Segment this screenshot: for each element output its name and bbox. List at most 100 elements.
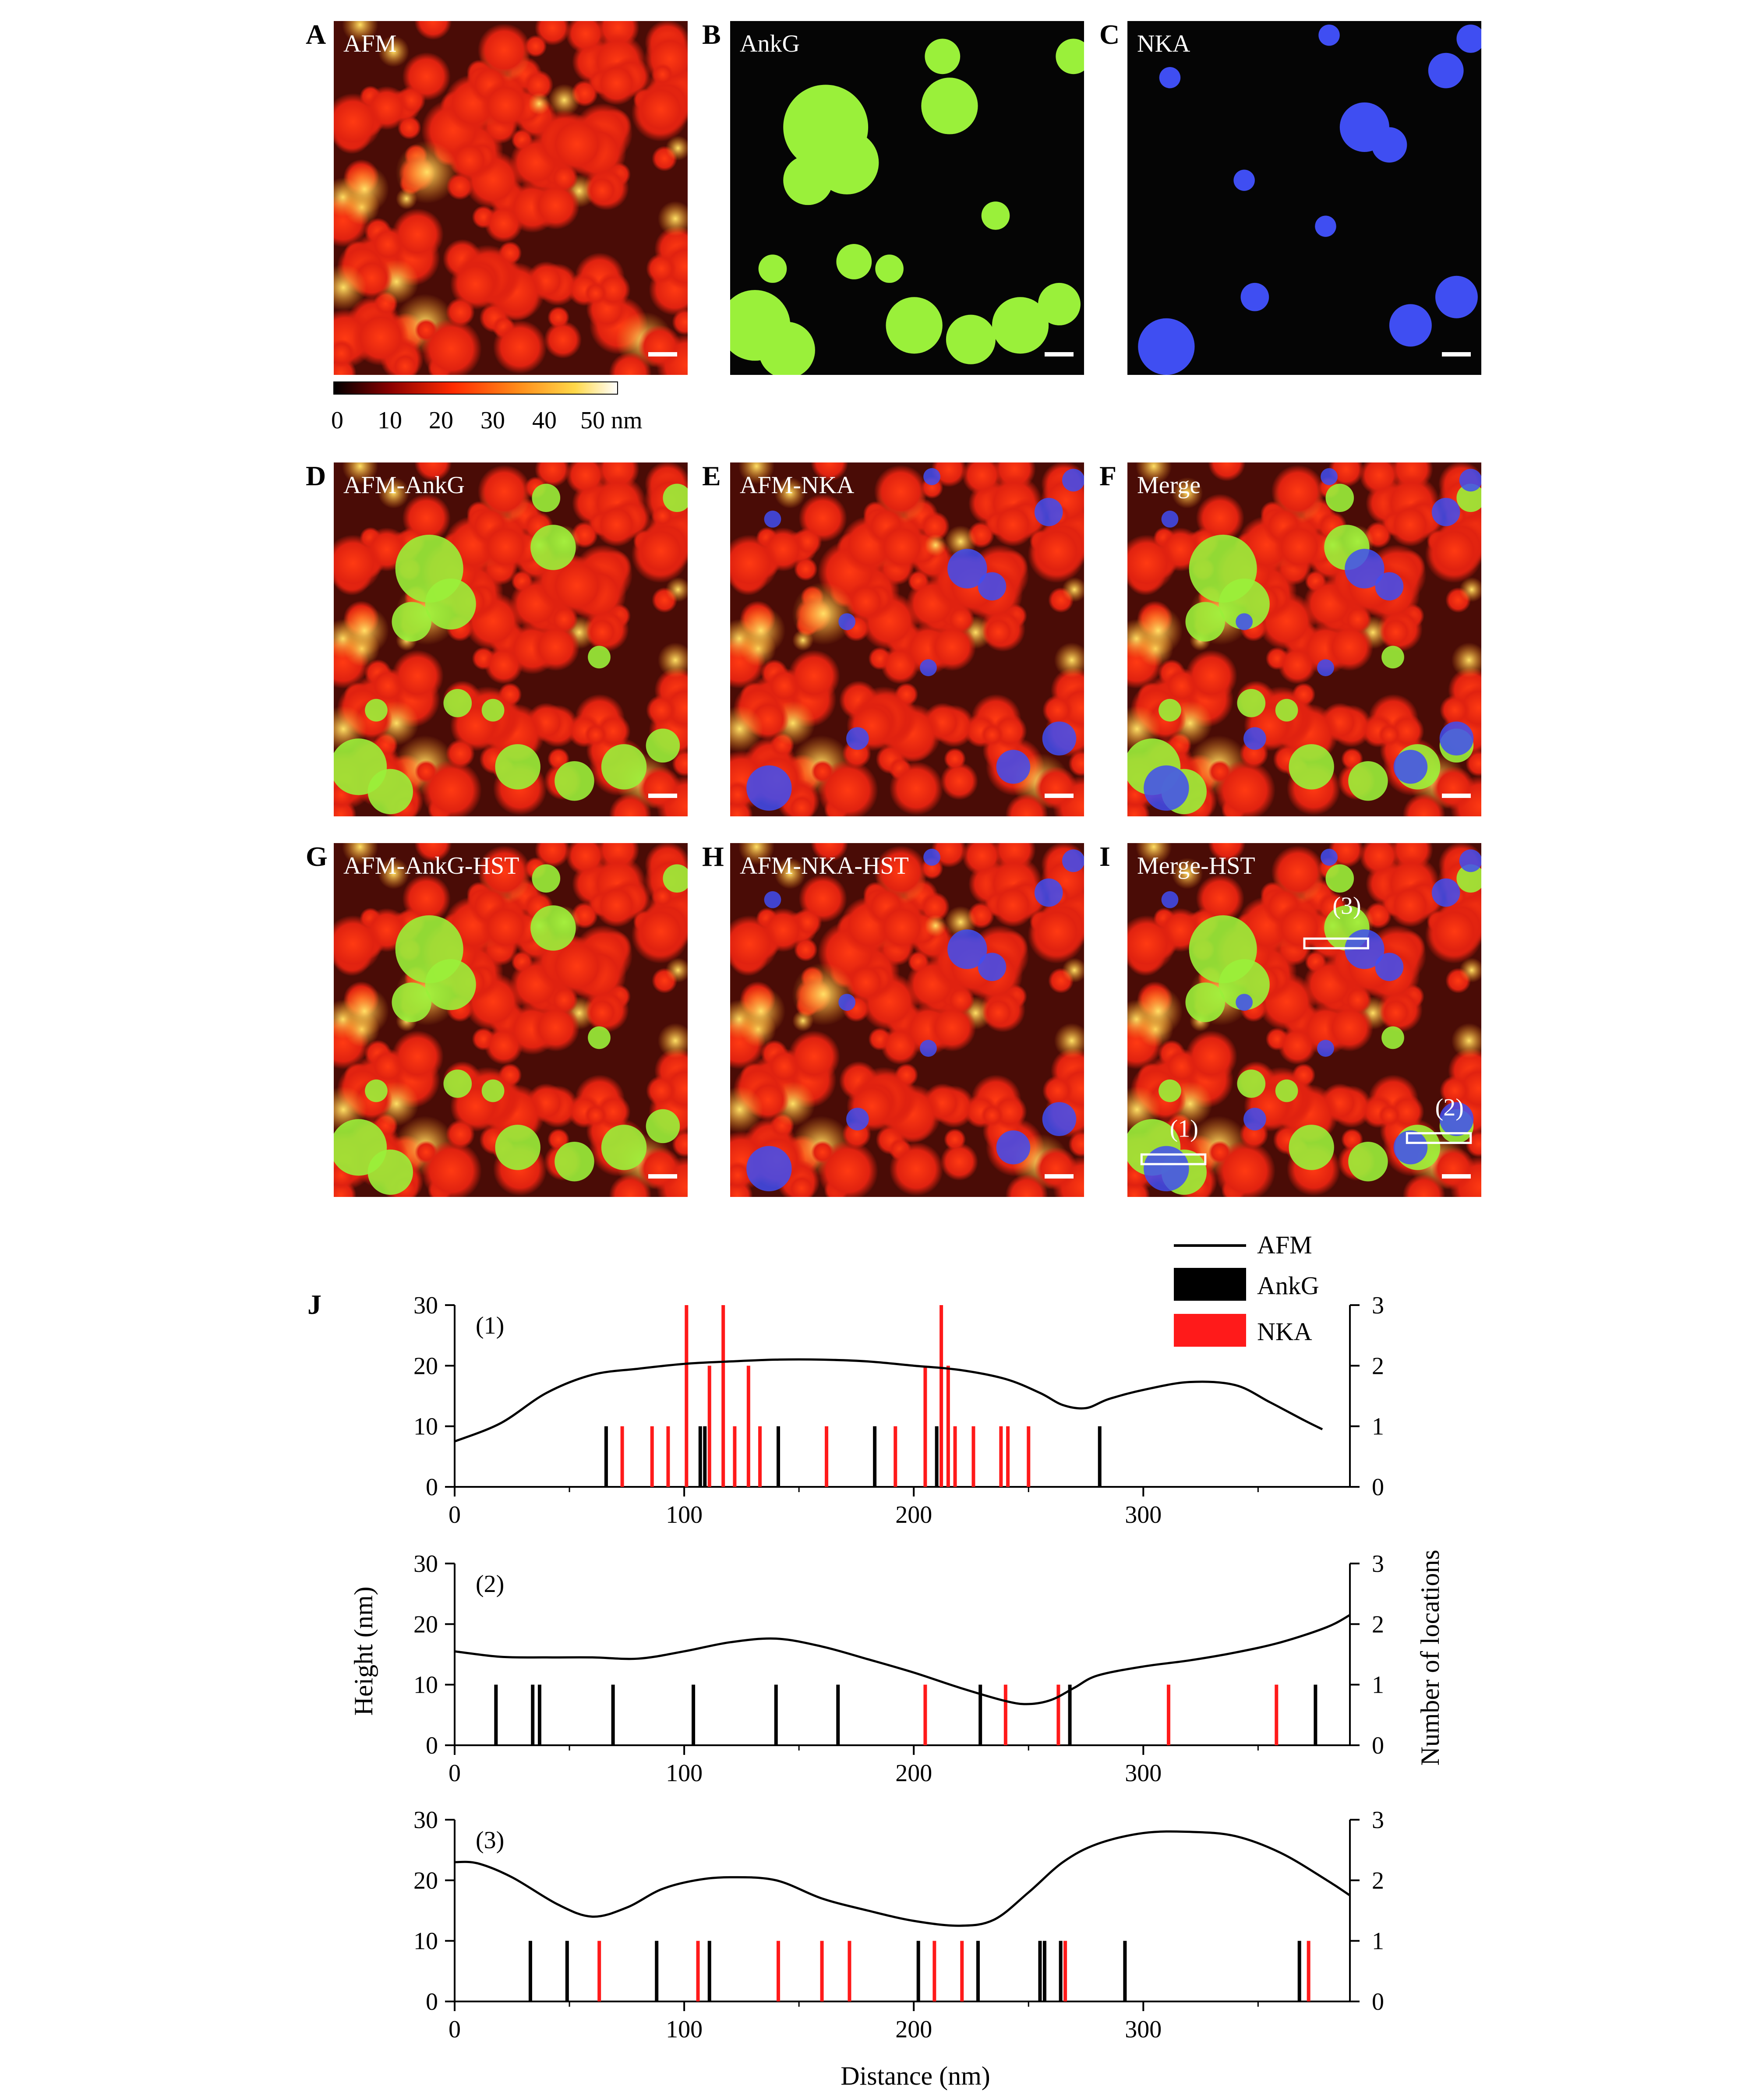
ankg-signal: [1348, 1141, 1388, 1182]
afm-feature: [594, 61, 639, 106]
nka-signal: [1233, 169, 1255, 191]
legend-item: AFM: [1174, 1231, 1312, 1259]
afm-feature: [1005, 793, 1048, 816]
afm-feature: [480, 522, 531, 572]
afm-feature: [547, 114, 608, 175]
nka-signal: [920, 659, 937, 677]
nka-signal: [947, 549, 987, 589]
afm-feature: [1292, 1063, 1316, 1087]
afm-feature: [342, 462, 378, 484]
afm-feature: [738, 843, 775, 865]
ankg-signal: [1381, 646, 1404, 669]
ankg-signal: [1159, 699, 1181, 722]
nka-signal: [1431, 498, 1460, 526]
panel-label: AnkG: [740, 30, 800, 57]
x-tick-label: 200: [895, 1501, 932, 1528]
afm-feature: [414, 1140, 438, 1164]
afm-feature: [924, 914, 947, 937]
ankg-signal: [1237, 1069, 1266, 1098]
afm-feature: [982, 996, 1015, 1029]
afm-feature: [991, 883, 1035, 928]
afm-feature: [528, 92, 551, 115]
panel-letter-j: J: [307, 1289, 321, 1320]
y-tick-label: 10: [413, 1928, 438, 1955]
afm-feature: [392, 649, 444, 702]
afm-feature: [665, 135, 688, 161]
afm-feature: [1459, 577, 1481, 602]
nka-signal: [1321, 848, 1338, 866]
nka-signal: [1389, 304, 1432, 347]
nka-signal: [846, 727, 869, 750]
ankg-signal: [601, 1125, 647, 1170]
nka-signal: [1243, 1108, 1266, 1131]
y-tick-label: 20: [413, 1867, 438, 1894]
afm-feature: [730, 780, 752, 809]
panel-letter: C: [1099, 19, 1120, 50]
afm-feature: [874, 845, 928, 899]
legend-swatch-bar: [1174, 1314, 1246, 1347]
x-tick-label: 0: [449, 2016, 461, 2043]
panel-h: H AFM-NKA-HST: [702, 841, 1084, 1197]
afm-feature: [1208, 843, 1246, 862]
afm-feature: [1402, 793, 1445, 816]
afm-feature: [651, 505, 674, 527]
roi-label: (3): [1332, 893, 1361, 920]
ankg-signal: [783, 155, 833, 205]
afm-feature: [414, 318, 438, 342]
panel-label: AFM-AnkG: [343, 472, 465, 499]
afm-feature: [1388, 502, 1432, 547]
y-tick-label: 0: [426, 1474, 438, 1501]
afm-feature: [894, 682, 918, 706]
afm-feature: [672, 309, 688, 335]
nka-signal: [1042, 1102, 1077, 1136]
afm-feature: [1135, 462, 1172, 484]
afm-feature: [477, 23, 531, 77]
panel-letter: H: [702, 841, 724, 872]
afm-feature: [334, 264, 367, 311]
nka-signal: [996, 1130, 1031, 1165]
afm-feature: [339, 606, 389, 656]
ankg-signal: [921, 78, 978, 134]
ankg-signal: [1185, 602, 1226, 642]
panel-b: B AnkG: [702, 19, 1084, 375]
afm-feature: [981, 1104, 1004, 1127]
colorbar-tick: 30: [480, 407, 505, 434]
y-tick-label: 0: [426, 1988, 438, 2015]
afm-feature: [1127, 534, 1176, 592]
y-tick-label: 30: [413, 1292, 438, 1319]
afm-feature: [1292, 682, 1316, 706]
afm-feature: [498, 682, 522, 706]
x-tick-label: 200: [895, 2016, 932, 2043]
afm-feature: [1133, 606, 1183, 656]
afm-feature: [480, 80, 531, 131]
ankg-signal: [495, 1125, 540, 1170]
nka-signal: [1393, 1130, 1428, 1165]
afm-feature: [565, 462, 606, 495]
afm-feature: [445, 739, 475, 768]
x-tick-label: 0: [449, 1760, 461, 1787]
panel-label: AFM: [343, 30, 396, 57]
afm-feature: [1380, 996, 1412, 1029]
panel-letter: I: [1099, 841, 1110, 872]
plot-tag: (2): [476, 1571, 504, 1598]
afm-feature: [450, 258, 502, 310]
scale-bar: [1045, 352, 1074, 356]
colorbar-tick: 0: [331, 407, 343, 434]
nka-signal: [1034, 498, 1063, 526]
afm-feature: [774, 477, 806, 509]
nka-signal: [1318, 25, 1340, 46]
afm-feature: [946, 985, 975, 1014]
nka-signal: [1243, 727, 1266, 750]
nka-signal: [1375, 953, 1404, 981]
afm-feature: [646, 1075, 677, 1106]
afm-feature: [477, 465, 531, 519]
panel-letter: E: [702, 460, 721, 491]
scale-bar: [648, 1174, 677, 1179]
y2-tick-label: 2: [1372, 1867, 1384, 1894]
ankg-signal: [481, 1079, 505, 1102]
afm-feature: [1427, 904, 1481, 959]
scale-bar: [1442, 794, 1471, 798]
afm-feature: [665, 957, 688, 983]
nka-signal: [1317, 659, 1334, 677]
